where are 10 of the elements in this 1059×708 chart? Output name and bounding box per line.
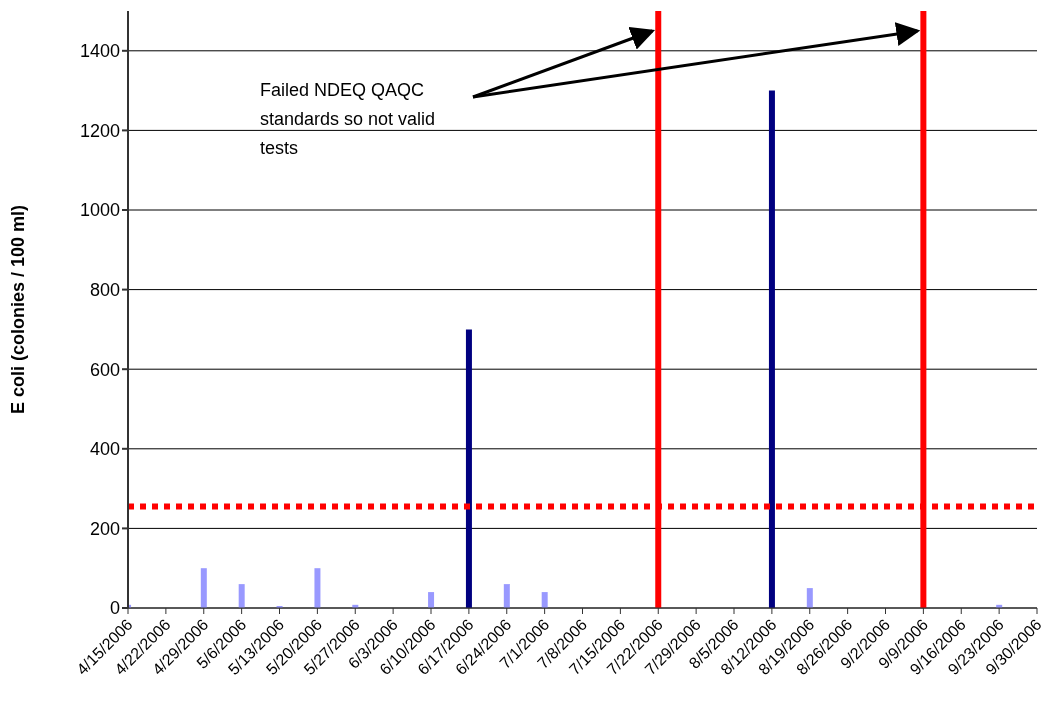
y-tick-label: 400	[89, 439, 120, 460]
y-tick-label: 200	[89, 518, 120, 539]
y-axis-title: E coli (colonies / 100 ml)	[8, 204, 29, 415]
y-tick-label: 800	[89, 279, 120, 300]
annotation: Failed NDEQ QAQC standards so not valid tests	[260, 79, 437, 160]
y-tick-label: 0	[109, 598, 120, 619]
y-tick-label: 1200	[79, 120, 120, 141]
y-tick-label: 1000	[79, 200, 120, 221]
y-tick-label: 600	[89, 359, 120, 380]
y-tick-label: 1400	[79, 41, 120, 62]
